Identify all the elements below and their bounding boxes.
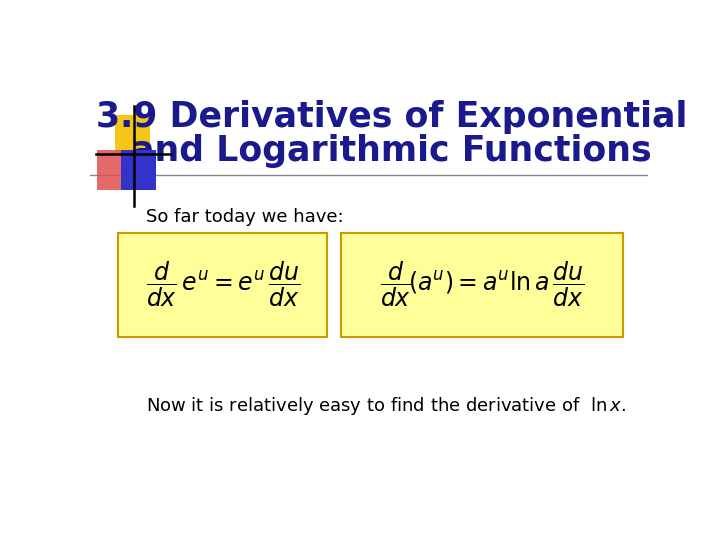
Text: Now it is relatively easy to find the derivative of  $\ln x$.: Now it is relatively easy to find the de… — [145, 395, 626, 417]
FancyBboxPatch shape — [341, 233, 623, 337]
Text: So far today we have:: So far today we have: — [145, 207, 343, 226]
Text: 3.9 Derivatives of Exponential: 3.9 Derivatives of Exponential — [96, 100, 687, 134]
Text: $\dfrac{d}{dx}\,e^{u} = e^{u}\,\dfrac{du}{dx}$: $\dfrac{d}{dx}\,e^{u} = e^{u}\,\dfrac{du… — [145, 260, 300, 309]
FancyBboxPatch shape — [121, 150, 156, 190]
Text: $\dfrac{d}{dx}\!\left(a^{u}\right)= a^{u}\ln a\,\dfrac{du}{dx}$: $\dfrac{d}{dx}\!\left(a^{u}\right)= a^{u… — [380, 260, 585, 309]
FancyBboxPatch shape — [96, 150, 131, 190]
Text: and Logarithmic Functions: and Logarithmic Functions — [131, 134, 652, 168]
FancyBboxPatch shape — [118, 233, 327, 337]
FancyBboxPatch shape — [115, 114, 150, 154]
